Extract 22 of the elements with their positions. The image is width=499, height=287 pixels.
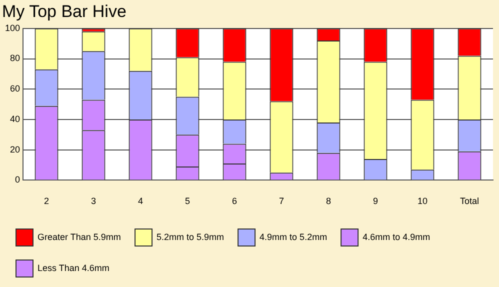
legend-label: 5.2mm to 5.9mm: [156, 232, 224, 242]
legend-label: Less Than 4.6mm: [38, 262, 110, 273]
legend-label: 4.6mm to 4.9mm: [362, 232, 430, 242]
y-tick-label: 0: [15, 174, 20, 185]
x-tick-label: 9: [372, 196, 378, 206]
y-tick-label: 40: [10, 114, 20, 124]
legend-label: Greater Than 5.9mm: [38, 232, 121, 242]
x-tick-label: Total: [460, 196, 480, 206]
legend-label: 4.9mm to 5.2mm: [260, 232, 328, 242]
x-tick-label: 5: [185, 196, 190, 206]
y-tick-label: 80: [10, 53, 20, 64]
x-tick-label: 8: [326, 196, 332, 206]
x-tick-label: 10: [417, 196, 428, 206]
chart-title: My Top Bar Hive: [2, 2, 126, 21]
y-tick-label: 100: [4, 22, 20, 33]
x-tick-label: 3: [91, 196, 96, 206]
y-tick-label: 60: [10, 84, 20, 94]
y-tick-label: 20: [10, 144, 20, 154]
x-tick-label: 4: [138, 196, 144, 206]
x-tick-label: 6: [232, 196, 238, 206]
x-tick-label: 2: [44, 196, 50, 206]
x-tick-label: 7: [279, 196, 284, 206]
